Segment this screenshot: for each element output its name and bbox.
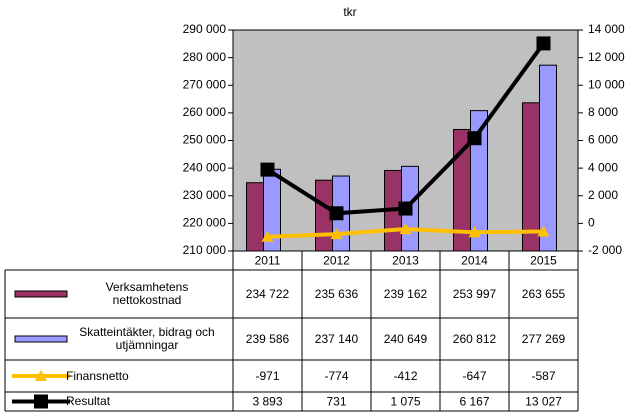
table-value: -971 xyxy=(255,369,279,383)
marker xyxy=(398,201,413,216)
table-value: 263 655 xyxy=(522,287,566,301)
table-value: 239 162 xyxy=(384,287,428,301)
y2-tick-label: 14 000 xyxy=(588,22,625,36)
marker xyxy=(399,223,412,235)
x-tick-label: 2013 xyxy=(392,254,419,268)
table-value: 1 075 xyxy=(390,395,420,409)
marker xyxy=(329,206,344,221)
marker xyxy=(260,162,275,177)
table-value: -647 xyxy=(462,369,486,383)
marker xyxy=(536,36,551,51)
bar xyxy=(539,64,557,252)
legend-label: Finansnetto xyxy=(66,368,129,383)
legend-cell: Skatteintäkter, bidrag och utjämningar xyxy=(66,318,228,360)
table-value: 277 269 xyxy=(522,332,566,346)
marker xyxy=(35,370,47,381)
table-value: 13 027 xyxy=(525,395,562,409)
y-tick-label: 290 000 xyxy=(183,22,227,36)
legend-cell: Resultat xyxy=(66,392,228,411)
table-value: -587 xyxy=(531,369,555,383)
bar xyxy=(522,102,540,252)
table-value: 239 586 xyxy=(246,332,290,346)
y-tick-label: 210 000 xyxy=(183,243,227,257)
y2-tick-label: 2 000 xyxy=(588,188,618,202)
table-value: 253 997 xyxy=(453,287,497,301)
marker xyxy=(468,226,481,238)
table-value: 235 636 xyxy=(315,287,359,301)
marker xyxy=(537,225,550,237)
legend-label: Verksamhetens nettokostnad xyxy=(105,280,189,307)
y-tick-label: 250 000 xyxy=(183,133,227,147)
legend-cell: Verksamhetens nettokostnad xyxy=(66,270,228,318)
table-value: -412 xyxy=(393,369,417,383)
legend-label-box: Skatteintäkter, bidrag och utjämningar xyxy=(66,318,228,360)
table-value: 237 140 xyxy=(315,332,359,346)
table-value: 731 xyxy=(326,395,346,409)
marker xyxy=(467,131,482,146)
marker xyxy=(261,230,274,242)
legend-label-box: Resultat xyxy=(66,392,228,411)
y-tick-label: 240 000 xyxy=(183,160,227,174)
y-tick-label: 260 000 xyxy=(183,105,227,119)
legend-label: Resultat xyxy=(66,394,111,408)
chart-title: tkr xyxy=(343,5,356,19)
table-value: 6 167 xyxy=(459,395,489,409)
legend-swatch xyxy=(14,290,68,298)
y2-tick-label: 8 000 xyxy=(588,105,618,119)
legend-label-box: Finansnetto xyxy=(66,360,228,392)
legend-swatch xyxy=(14,335,68,343)
legend-cell: Finansnetto xyxy=(66,360,228,392)
y2-tick-label: 10 000 xyxy=(588,77,625,91)
y2-tick-label: -2 000 xyxy=(588,243,622,257)
legend-label-box: Verksamhetens nettokostnad xyxy=(66,270,228,318)
y-tick-label: 220 000 xyxy=(183,216,227,230)
marker xyxy=(34,394,48,409)
x-tick-label: 2014 xyxy=(461,254,488,268)
y-tick-label: 270 000 xyxy=(183,77,227,91)
table-value: 3 893 xyxy=(252,395,282,409)
bar xyxy=(246,182,264,252)
y-tick-label: 280 000 xyxy=(183,50,227,64)
legend-label: Skatteintäkter, bidrag och utjämningar xyxy=(79,325,215,352)
table-value: 240 649 xyxy=(384,332,428,346)
y2-tick-label: 12 000 xyxy=(588,50,625,64)
y2-tick-label: 0 xyxy=(588,216,595,230)
y-tick-label: 230 000 xyxy=(183,188,227,202)
marker xyxy=(330,228,343,240)
x-tick-label: 2011 xyxy=(255,254,281,268)
y2-tick-label: 6 000 xyxy=(588,133,618,147)
x-tick-label: 2015 xyxy=(530,254,557,268)
y2-tick-label: 4 000 xyxy=(588,160,618,174)
table-value: 234 722 xyxy=(246,287,290,301)
table-value: -774 xyxy=(324,369,348,383)
table-value: 260 812 xyxy=(453,332,497,346)
x-tick-label: 2012 xyxy=(323,254,350,268)
